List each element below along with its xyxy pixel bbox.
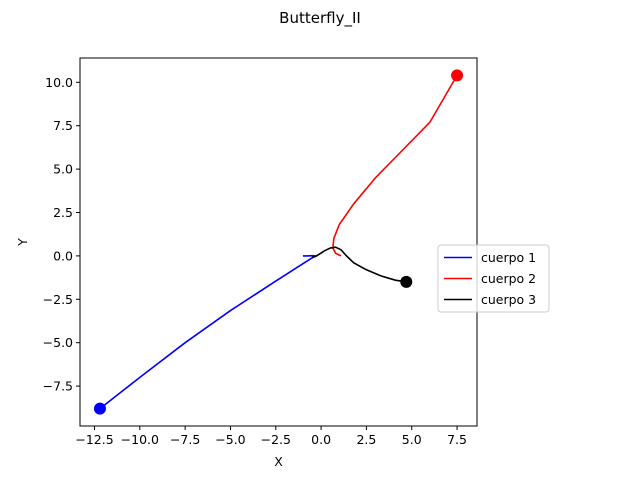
- y-tick-label: 2.5: [53, 205, 73, 220]
- series-line-1: [99, 254, 317, 410]
- series-end-marker-1: [93, 402, 106, 415]
- x-tick-label: 5.0: [402, 432, 422, 447]
- plot-frame: [79, 57, 478, 427]
- y-axis: −7.5 −5.0 −2.5 0.0 2.5 5.0 7.5 10.0: [43, 75, 80, 394]
- series-end-marker-2: [451, 69, 464, 82]
- legend-label-1: cuerpo 1: [481, 250, 536, 265]
- x-tick-label: −10.0: [121, 432, 159, 447]
- x-tick-label: −12.5: [75, 432, 113, 447]
- x-axis-label: X: [274, 454, 283, 469]
- y-tick-label: 7.5: [53, 118, 73, 133]
- series-end-marker-3: [400, 275, 413, 288]
- y-tick-label: 10.0: [45, 75, 73, 90]
- legend-box: [437, 244, 550, 313]
- x-tick-label: 0.0: [311, 432, 331, 447]
- series-line-3: [311, 246, 407, 283]
- series-line-2: [332, 74, 458, 257]
- y-tick-label: 0.0: [53, 248, 73, 263]
- x-tick-label: −5.0: [215, 432, 245, 447]
- x-tick-label: 2.5: [356, 432, 376, 447]
- x-tick-label: 7.5: [447, 432, 467, 447]
- x-tick-label: −2.5: [261, 432, 291, 447]
- y-tick-label: −2.5: [43, 292, 73, 307]
- x-axis: −12.5 −10.0 −7.5 −5.0 −2.5 0.0 2.5 5.0 7.5: [75, 426, 467, 447]
- legend-label-2: cuerpo 2: [481, 271, 536, 286]
- plot-area: [93, 69, 464, 415]
- x-tick-label: −7.5: [170, 432, 200, 447]
- y-tick-label: −5.0: [43, 335, 73, 350]
- legend: cuerpo 1 cuerpo 2 cuerpo 3: [437, 244, 550, 313]
- y-tick-label: −7.5: [43, 379, 73, 394]
- legend-label-3: cuerpo 3: [481, 292, 536, 307]
- chart-title: Butterfly_II: [279, 9, 361, 28]
- y-axis-label: Y: [15, 238, 30, 247]
- y-tick-label: 5.0: [53, 162, 73, 177]
